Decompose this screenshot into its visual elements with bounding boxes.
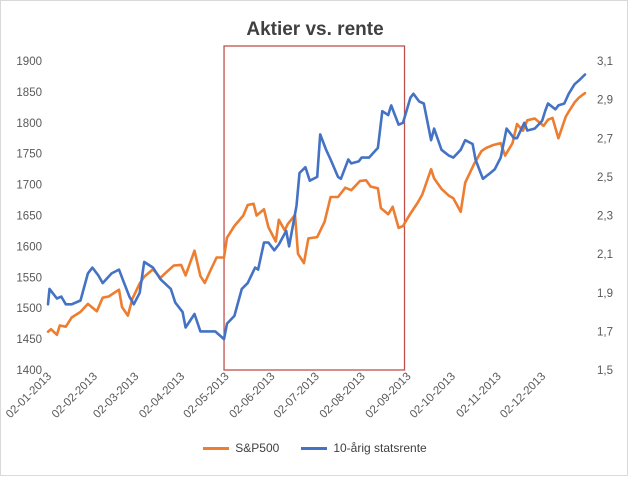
x-tick-label: 02-04-2013	[137, 371, 187, 421]
y-left-tick-label: 1500	[16, 303, 42, 315]
y-left-tick-label: 1900	[16, 56, 42, 68]
y-left-tick-label: 1800	[16, 118, 42, 130]
legend-swatch-rente	[301, 446, 328, 450]
y-right-tick-label: 2,9	[597, 95, 613, 107]
y-left-tick-label: 1450	[16, 334, 42, 346]
series-line-sp500	[46, 91, 587, 337]
y-right-tick-label: 3,1	[597, 56, 613, 68]
legend: S&P500 10-årig statsrente	[1, 441, 628, 455]
x-tick-label: 02-10-2013	[408, 371, 458, 421]
x-tick-label: 02-01-2013	[4, 371, 54, 421]
x-tick-label: 02-12-2013	[498, 371, 548, 421]
y-left-tick-label: 1400	[16, 365, 42, 377]
y-left-tick-label: 1650	[16, 211, 42, 223]
y-left-tick-label: 1700	[16, 180, 42, 192]
x-tick-label: 02-08-2013	[318, 371, 368, 421]
x-tick-label: 02-11-2013	[454, 371, 503, 420]
legend-item-rente: 10-årig statsrente	[301, 441, 427, 455]
x-tick-label: 02-09-2013	[364, 371, 414, 421]
y-right-tick-label: 1,9	[597, 288, 613, 300]
legend-item-sp500: S&P500	[203, 441, 279, 455]
y-left-tick-label: 1600	[16, 241, 42, 253]
y-left-tick-label: 1750	[16, 149, 42, 161]
series-line-statsrente	[46, 73, 587, 341]
highlight-box	[223, 45, 406, 371]
y-left-tick-label: 1850	[16, 87, 42, 99]
chart-title: Aktier vs. rente	[246, 19, 384, 40]
x-tick-label: 02-05-2013	[182, 371, 232, 421]
y-right-tick-label: 2,3	[597, 211, 613, 223]
x-tick-label: 02-07-2013	[272, 371, 322, 421]
y-right-tick-label: 2,7	[597, 133, 613, 145]
y-right-tick-label: 1,5	[597, 365, 613, 377]
legend-label-sp500: S&P500	[235, 441, 280, 455]
y-right-tick-label: 2,1	[597, 249, 613, 261]
legend-swatch-sp500	[203, 446, 230, 450]
y-right-tick-label: 1,7	[597, 326, 613, 338]
legend-label-rente: 10-årig statsrente	[333, 441, 427, 455]
x-tick-label: 02-06-2013	[227, 371, 277, 421]
y-left-tick-label: 1550	[16, 272, 42, 284]
y-right-tick-label: 2,5	[597, 172, 613, 184]
